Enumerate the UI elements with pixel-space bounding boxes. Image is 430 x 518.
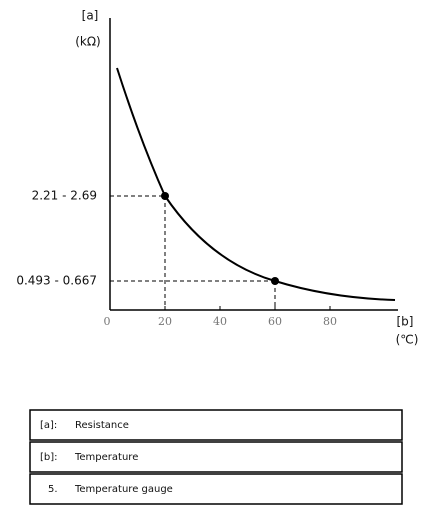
y-label: [a] <box>82 9 99 23</box>
x-unit: (℃) <box>396 333 419 347</box>
legend-table <box>29 409 403 505</box>
x-tick-label: 0 <box>104 315 111 328</box>
table-key: [a]: <box>40 420 57 431</box>
table-value: Temperature <box>74 452 138 463</box>
curve <box>116 67 396 301</box>
point-label: 2.21 - 2.69 <box>32 189 97 203</box>
guide-lines <box>110 195 276 310</box>
x-label: [b] <box>397 315 414 329</box>
point-label: 0.493 - 0.667 <box>16 274 97 288</box>
x-tick-label: 80 <box>323 315 337 328</box>
point <box>271 277 279 285</box>
table-key: 5. <box>48 484 58 495</box>
table-value: Resistance <box>75 420 129 431</box>
table-key: [b]: <box>40 452 58 463</box>
x-tick-label: 60 <box>268 315 282 328</box>
table-value: Temperature gauge <box>74 484 173 495</box>
x-tick-label: 20 <box>158 315 172 328</box>
x-tick-label: 40 <box>213 315 227 328</box>
point <box>161 192 169 200</box>
y-unit: (kΩ) <box>75 35 100 49</box>
